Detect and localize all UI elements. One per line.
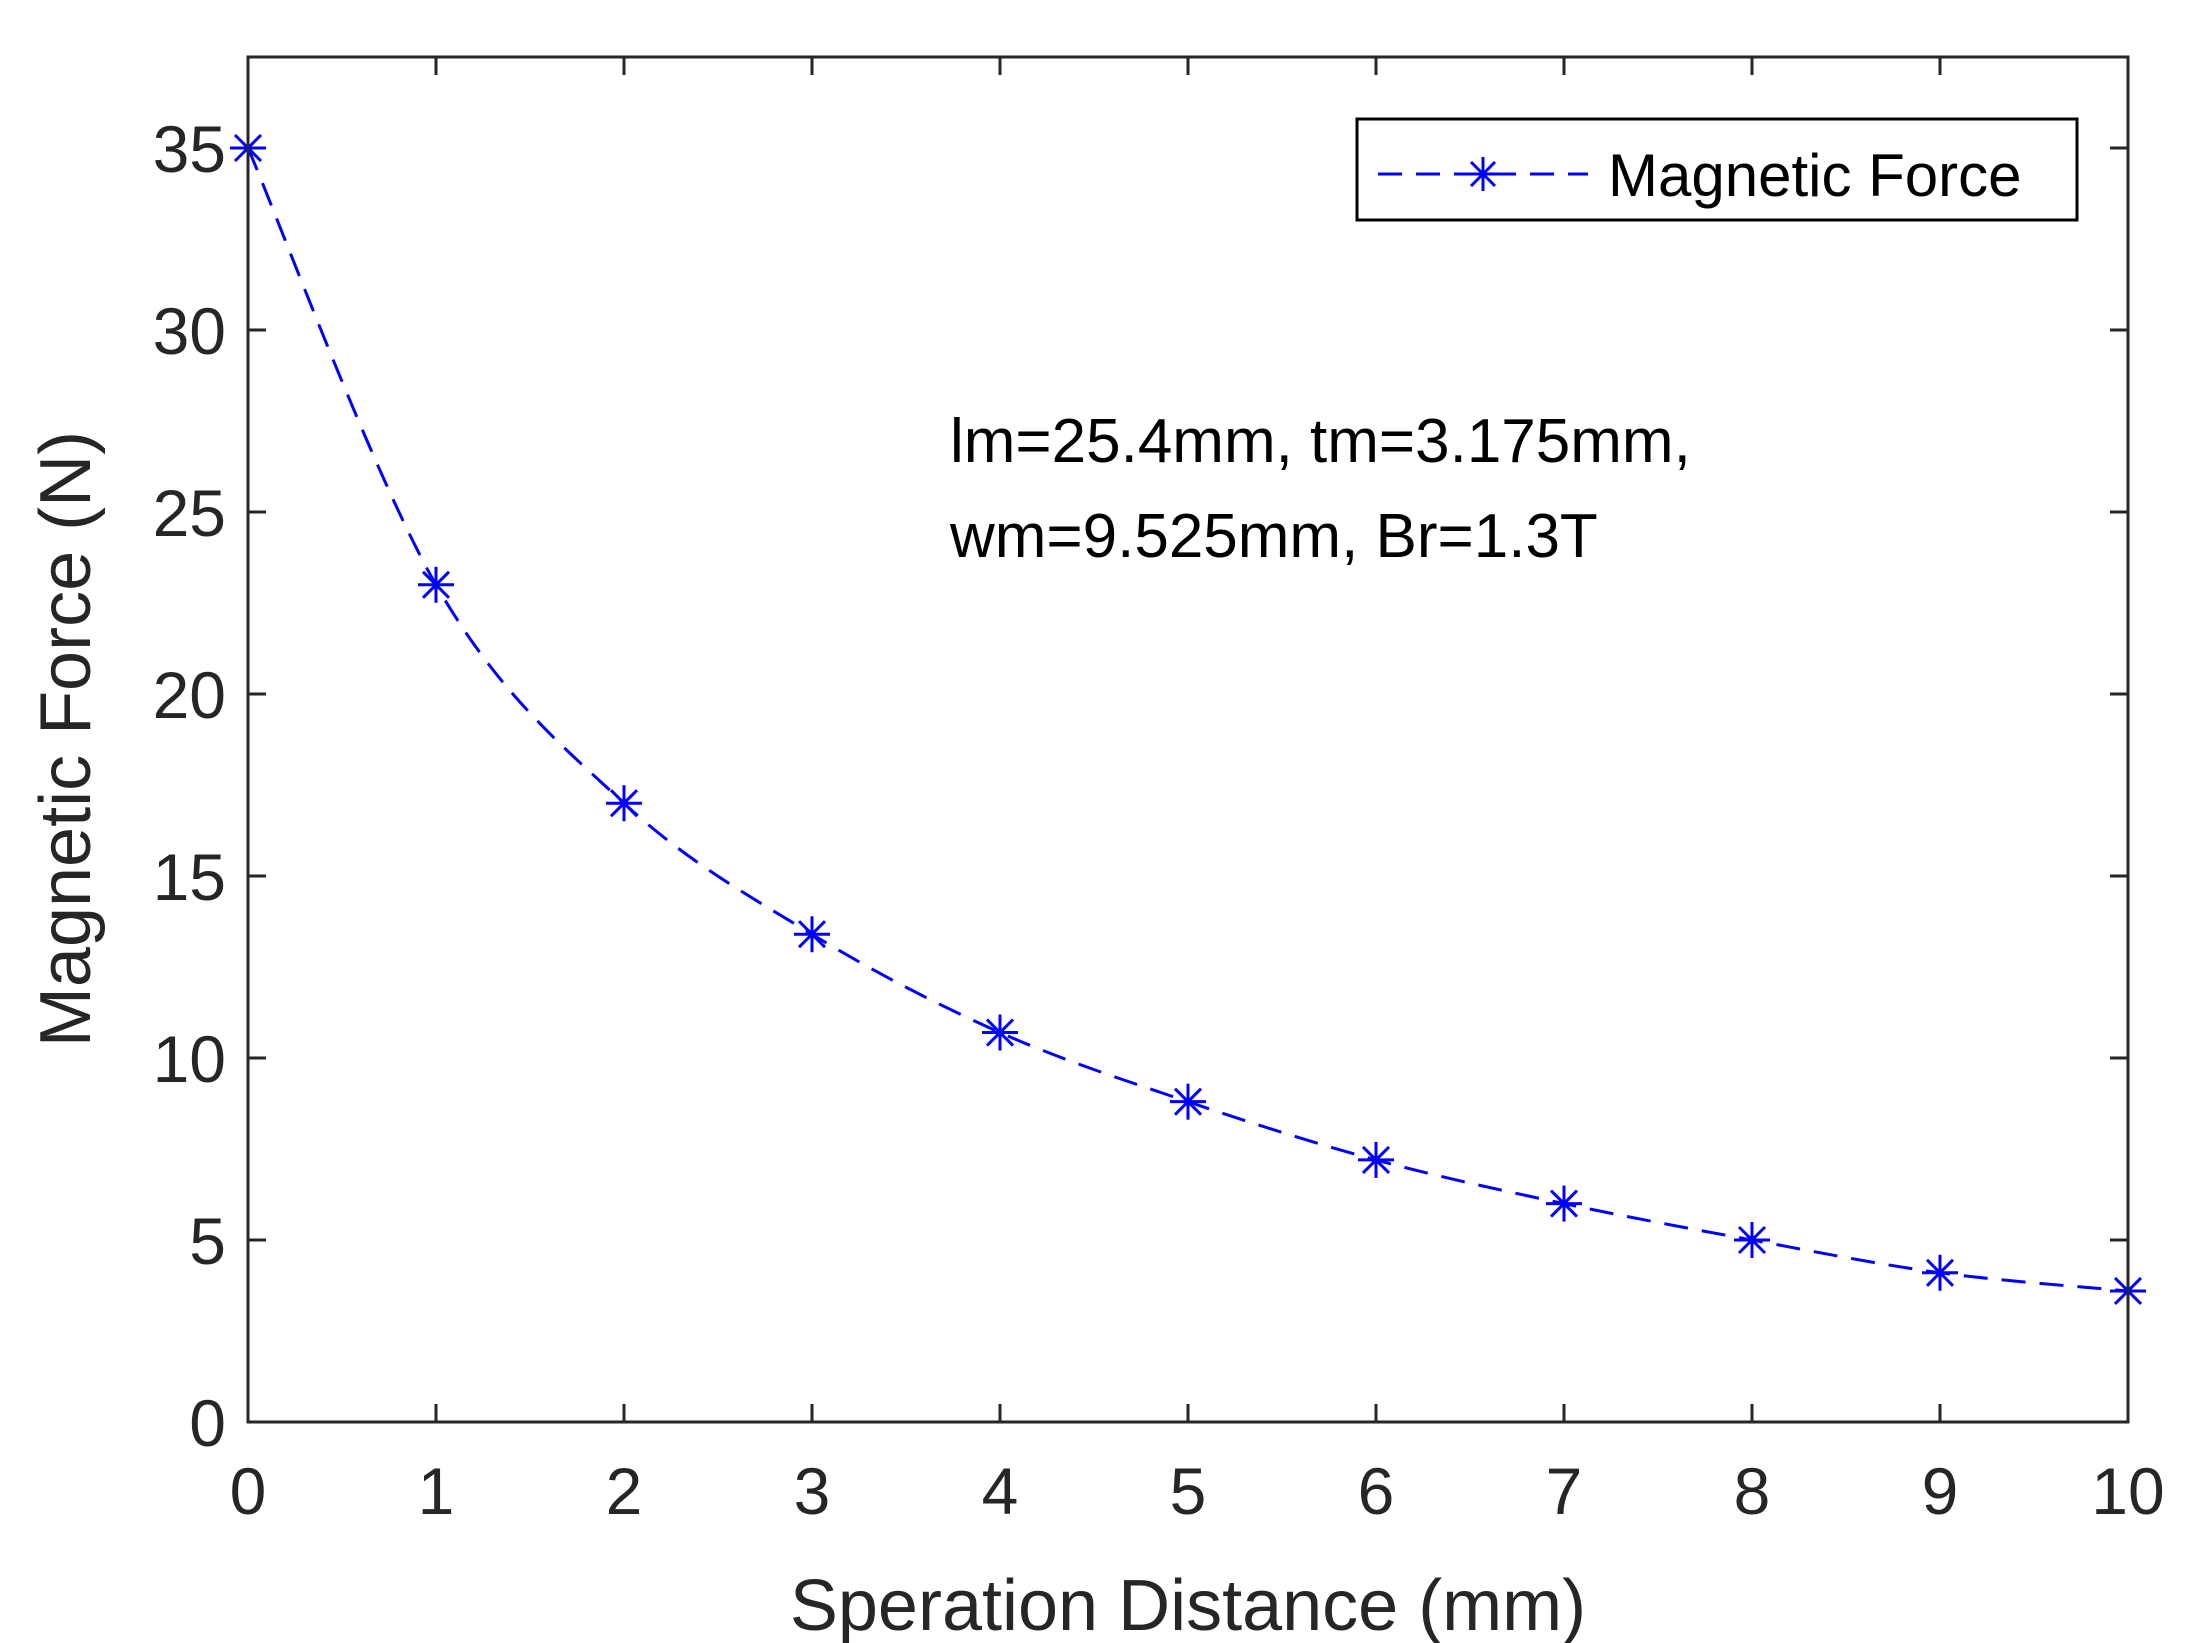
y-tick-label: 10: [153, 1022, 226, 1096]
x-tick-label: 3: [794, 1454, 831, 1528]
x-tick-label: 7: [1546, 1454, 1583, 1528]
y-tick-label: 30: [153, 294, 226, 368]
legend-marker-icon: [1466, 157, 1500, 191]
data-point-marker: [1358, 1141, 1394, 1178]
plot-frame: [246, 55, 2130, 1424]
marker-stroke: [1925, 1258, 1955, 1287]
x-tick-label: 8: [1734, 1454, 1771, 1528]
marker-stroke: [985, 1018, 1015, 1047]
x-tick-label: 1: [418, 1454, 455, 1528]
y-tick-label: 0: [189, 1386, 226, 1460]
x-tick-label: 2: [606, 1454, 643, 1528]
data-point-marker: [1922, 1254, 1958, 1291]
marker-stroke: [609, 789, 639, 818]
y-tick-label: 5: [189, 1204, 226, 1278]
y-axis-label: Magnetic Force (N): [26, 431, 106, 1047]
x-tick-label: 6: [1358, 1454, 1395, 1528]
data-point-marker: [1546, 1185, 1582, 1222]
marker-stroke: [421, 570, 451, 599]
x-tick-label: 4: [982, 1454, 1019, 1528]
data-point-marker: [982, 1014, 1018, 1051]
data-point-marker: [606, 785, 642, 822]
x-tick-label: 0: [230, 1454, 267, 1528]
data-point-marker: [1170, 1083, 1206, 1120]
x-tick-label: 9: [1922, 1454, 1959, 1528]
marker-stroke: [1549, 1189, 1579, 1218]
legend-label: Magnetic Force: [1608, 142, 2022, 209]
marker-stroke: [1173, 1087, 1203, 1116]
marker-stroke: [1361, 1145, 1391, 1174]
x-tick-label: 10: [2091, 1454, 2164, 1528]
y-tick-label: 15: [153, 840, 226, 914]
x-tick-label: 5: [1170, 1454, 1207, 1528]
y-tick-label: 25: [153, 476, 226, 550]
data-point-marker: [418, 566, 454, 603]
legend: Magnetic Force: [1355, 117, 2079, 222]
marker-stroke: [1737, 1225, 1767, 1255]
y-tick-label: 35: [153, 112, 226, 186]
ticks-layer: 0 1 2 3 4 5 6 7 8 9 10 0 5 10 15 20 25 30 35: [153, 57, 2165, 1528]
y-tick-label: 20: [153, 658, 226, 732]
plot-background: [248, 57, 2128, 1422]
annotation-line-1: lm=25.4mm, tm=3.175mm,: [950, 407, 1691, 476]
marker-stroke: [797, 920, 827, 949]
data-point-marker: [1734, 1222, 1770, 1258]
data-point-marker: [794, 916, 830, 953]
annotation-line-2: wm=9.525mm, Br=1.3T: [949, 502, 1598, 571]
x-axis-label: Speration Distance (mm): [790, 1566, 1586, 1643]
